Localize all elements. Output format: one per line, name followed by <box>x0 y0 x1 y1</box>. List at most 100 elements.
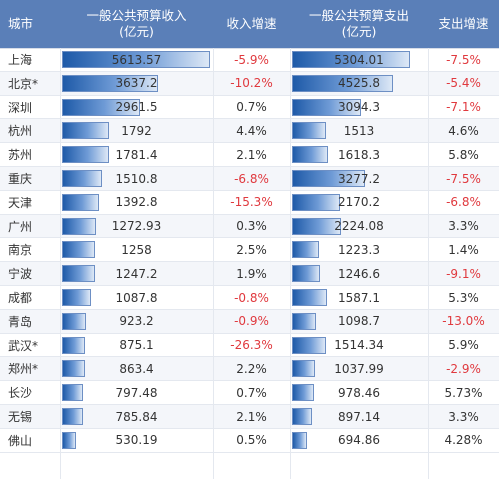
revenue-value: 1392.8 <box>115 195 158 210</box>
revenue-bar <box>62 241 96 259</box>
revenue-value: 875.1 <box>119 338 154 353</box>
expenditure-value: 1223.3 <box>338 242 380 257</box>
revenue-value: 1781.4 <box>115 147 158 162</box>
revenue-value: 530.19 <box>115 433 158 448</box>
expenditure-growth: 3.3% <box>448 409 479 424</box>
revenue-bar <box>62 122 110 140</box>
revenue-value: 1792 <box>121 123 152 138</box>
table-row: 上海 5613.57 -5.9% 5304.01 -7.5% <box>0 48 499 72</box>
column-divider <box>60 48 61 479</box>
expenditure-value: 978.46 <box>338 385 380 400</box>
city-name: 长沙 <box>8 386 33 401</box>
expenditure-bar <box>292 408 312 425</box>
table-row: 天津 1392.8 -15.3% 2170.2 -6.8% <box>0 191 499 215</box>
expenditure-bar <box>292 336 326 354</box>
city-name: 成都 <box>8 291 33 305</box>
expenditure-bar <box>292 265 320 283</box>
revenue-value: 1272.93 <box>111 219 162 234</box>
expenditure-growth: -13.0% <box>442 314 485 329</box>
column-divider <box>213 48 214 479</box>
table-row: 重庆 1510.8 -6.8% 3277.2 -7.5% <box>0 167 499 191</box>
expenditure-bar <box>292 74 393 92</box>
city-name: 郑州* <box>8 362 39 377</box>
revenue-bar <box>62 360 85 378</box>
header-city: 城市 <box>8 16 34 31</box>
table-row: 青岛 923.2 -0.9% 1098.7 -13.0% <box>0 309 499 334</box>
column-divider <box>428 48 429 479</box>
revenue-growth: -26.3% <box>230 338 273 353</box>
header-revenue-line1: 一般公共预算收入 <box>86 8 187 23</box>
revenue-value: 797.48 <box>115 385 158 400</box>
expenditure-bar <box>292 217 342 235</box>
revenue-growth: 1.9% <box>236 266 267 281</box>
expenditure-growth: 4.28% <box>444 433 483 448</box>
header-revenue-growth: 收入增速 <box>226 16 277 31</box>
revenue-value: 5613.57 <box>111 52 162 67</box>
revenue-growth: 2.2% <box>236 361 267 376</box>
expenditure-bar <box>292 51 410 68</box>
expenditure-value: 2170.2 <box>338 195 380 210</box>
expenditure-growth: 5.3% <box>448 290 479 305</box>
revenue-growth: 0.3% <box>236 219 267 234</box>
table-row: 成都 1087.8 -0.8% 1587.1 5.3% <box>0 286 499 310</box>
revenue-value: 3637.2 <box>115 76 158 91</box>
revenue-value: 785.84 <box>115 409 158 424</box>
city-name: 重庆 <box>8 172 33 186</box>
expenditure-bar <box>292 241 320 259</box>
revenue-bar <box>62 146 109 164</box>
expenditure-value: 5304.01 <box>334 52 384 67</box>
expenditure-bar <box>292 146 328 164</box>
expenditure-bar <box>292 312 317 330</box>
table-row: 深圳 2961.5 0.7% 3094.3 -7.1% <box>0 96 499 120</box>
revenue-value: 1087.8 <box>115 290 158 305</box>
header-expenditure: 一般公共预算支出 (亿元) <box>290 0 428 48</box>
revenue-bar <box>62 408 83 425</box>
expenditure-growth: -2.9% <box>446 361 481 376</box>
expenditure-value: 1514.34 <box>334 338 384 353</box>
revenue-growth: 0.7% <box>236 385 267 400</box>
expenditure-value: 1037.99 <box>334 361 384 376</box>
expenditure-growth: 5.9% <box>448 338 479 353</box>
revenue-growth: 0.5% <box>236 433 267 448</box>
city-name: 杭州 <box>8 124 33 139</box>
city-name: 宁波 <box>8 267 33 282</box>
header-expenditure-growth: 支出增速 <box>438 16 489 31</box>
expenditure-value: 3094.3 <box>338 100 380 115</box>
expenditure-growth: 5.8% <box>448 147 479 162</box>
expenditure-bar <box>292 170 365 187</box>
city-name: 北京* <box>8 76 39 91</box>
expenditure-growth: -7.5% <box>446 52 481 67</box>
expenditure-value: 3277.2 <box>338 171 380 186</box>
expenditure-value: 1246.6 <box>338 266 380 281</box>
revenue-bar <box>62 289 91 306</box>
expenditure-bar <box>292 122 326 140</box>
expenditure-bar <box>292 193 341 211</box>
expenditure-growth: -7.1% <box>446 100 481 115</box>
revenue-bar <box>62 384 84 402</box>
revenue-value: 1510.8 <box>115 171 158 186</box>
expenditure-value: 4525.8 <box>338 76 380 91</box>
revenue-bar <box>62 170 102 187</box>
expenditure-growth: 4.6% <box>448 123 479 138</box>
table-row: 北京* 3637.2 -10.2% 4525.8 -5.4% <box>0 71 499 96</box>
header-expenditure-line2: (亿元) <box>341 24 377 39</box>
expenditure-value: 694.86 <box>338 433 380 448</box>
expenditure-growth: -7.5% <box>446 171 481 186</box>
revenue-value: 923.2 <box>119 314 154 329</box>
revenue-growth: 2.5% <box>236 242 267 257</box>
revenue-growth: 2.1% <box>236 147 267 162</box>
revenue-growth: -0.9% <box>234 314 269 329</box>
revenue-bar <box>62 98 141 116</box>
revenue-bar <box>62 51 210 68</box>
revenue-bar <box>62 193 99 211</box>
city-name: 广州 <box>8 219 33 234</box>
city-name: 苏州 <box>8 148 33 163</box>
revenue-growth: -5.9% <box>234 52 269 67</box>
expenditure-value: 2224.08 <box>334 219 384 234</box>
expenditure-value: 1618.3 <box>338 147 380 162</box>
header-revenue-line2: (亿元) <box>119 24 154 39</box>
city-name: 南京 <box>8 243 33 258</box>
table-row: 佛山 530.19 0.5% 694.86 4.28% <box>0 429 499 453</box>
expenditure-growth: -6.8% <box>446 195 481 210</box>
